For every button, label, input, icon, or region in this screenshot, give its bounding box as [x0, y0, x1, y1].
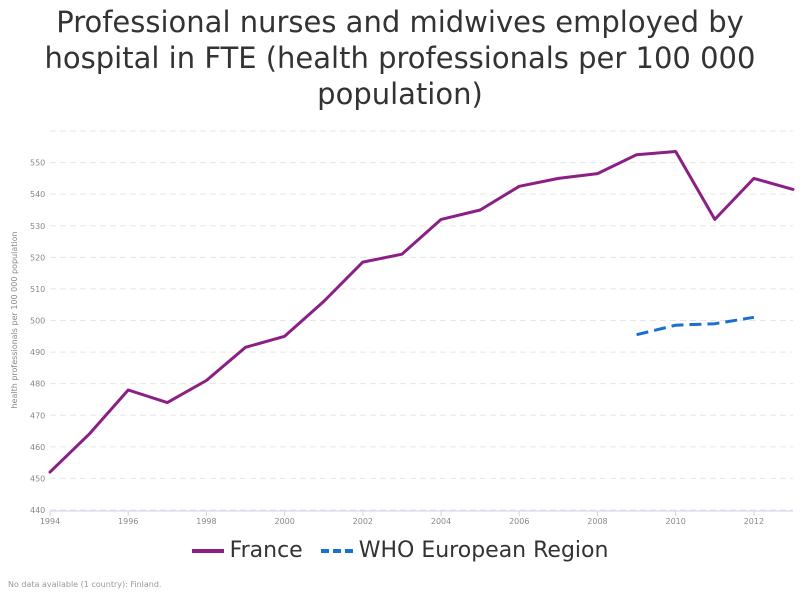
x-tick-label: 2002: [353, 517, 373, 526]
legend-item-france[interactable]: France: [191, 538, 303, 563]
series-line-who-european-region[interactable]: [636, 315, 755, 337]
series-lines: [48, 150, 795, 474]
legend-swatch-who-european-region: [320, 548, 353, 553]
x-tick-label: 1998: [196, 517, 216, 526]
y-tick-label: 530: [30, 222, 45, 231]
y-tick-label: 550: [30, 159, 45, 168]
x-tick-label: 2000: [274, 517, 294, 526]
x-tick-label: 1994: [40, 517, 60, 526]
legend-item-who-european-region[interactable]: WHO European Region: [320, 538, 609, 563]
y-tick-label: 500: [30, 317, 45, 326]
y-tick-label: 460: [30, 443, 45, 452]
x-tick-label: 1996: [118, 517, 138, 526]
y-tick-label: 490: [30, 348, 45, 357]
y-tick-label: 450: [30, 474, 45, 483]
y-tick-label: 440: [30, 506, 45, 515]
x-tick-label: 2008: [587, 517, 607, 526]
chart-title: Professional nurses and midwives employe…: [44, 5, 756, 111]
x-tick-label: 2004: [431, 517, 451, 526]
x-tick-label: 2012: [744, 517, 764, 526]
axes: 440 450 460 470 480 490 500 510 520 530 540 550 1994…: [30, 159, 793, 526]
y-tick-label: 480: [30, 380, 45, 389]
legend-swatch-france: [191, 548, 224, 553]
x-tick-label: 2010: [666, 517, 686, 526]
legend-label-who-european-region: WHO European Region: [358, 538, 609, 563]
y-tick-label: 470: [30, 411, 45, 420]
legend: France WHO European Region: [0, 538, 800, 563]
x-tick-label: 2006: [509, 517, 529, 526]
series-line-france[interactable]: [48, 150, 795, 474]
y-tick-label: 540: [30, 190, 45, 199]
y-tick-label: 520: [30, 253, 45, 262]
y-tick-label: 510: [30, 285, 45, 294]
footnote: No data available (1 country): Finland.: [8, 580, 162, 589]
y-axis-label: health professionals per 100 000 populat…: [10, 231, 19, 408]
grid-lines: [50, 130, 793, 511]
legend-label-france: France: [229, 538, 303, 563]
